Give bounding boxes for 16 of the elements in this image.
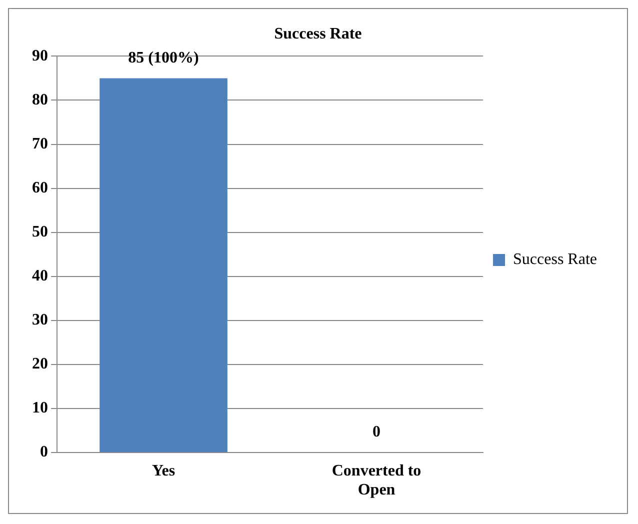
chart-title: Success Rate <box>274 26 362 43</box>
y-tick-label: 20 <box>32 356 48 373</box>
y-tick-label: 60 <box>32 179 48 196</box>
y-tick-label: 10 <box>32 400 48 417</box>
y-tick-label: 50 <box>32 224 48 241</box>
data-label: 85 (100%) <box>128 49 199 66</box>
y-tick-label: 0 <box>40 444 48 461</box>
y-tick-label: 80 <box>32 91 48 108</box>
data-label: 0 <box>372 424 381 441</box>
x-tick-label: Converted to Open <box>332 462 422 499</box>
y-tick-label: 90 <box>32 47 48 64</box>
x-tick-label: Yes <box>152 462 176 480</box>
legend-label: Success Rate <box>513 251 598 268</box>
y-tick-label: 40 <box>32 268 48 285</box>
y-tick-label: 30 <box>32 312 48 329</box>
y-tick-label: 70 <box>32 135 48 152</box>
